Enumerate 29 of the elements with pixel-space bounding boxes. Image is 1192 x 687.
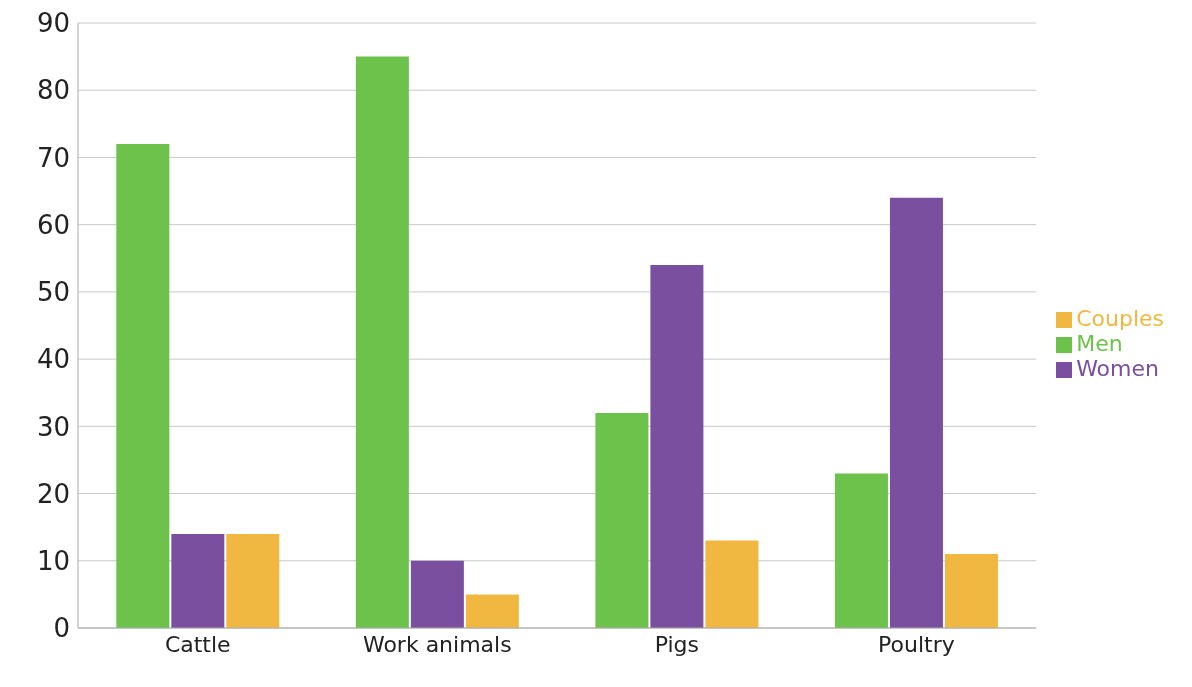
legend-label: Men [1076,330,1123,356]
y-tick-label: 40 [36,344,70,375]
bar [465,594,519,628]
bar [834,473,888,628]
bar [595,412,649,628]
bar [355,56,409,628]
y-tick-label: 20 [36,478,70,509]
bar [226,533,280,628]
y-tick-label: 80 [36,75,70,106]
y-tick-label: 30 [36,411,70,442]
bar [944,554,998,628]
bar [116,144,170,628]
bar [171,533,225,628]
bar [650,265,704,628]
y-tick-label: 70 [36,142,70,173]
x-tick-label: Poultry [878,631,955,657]
y-tick-label: 60 [36,209,70,240]
y-tick-label: 50 [36,277,70,308]
bar [889,197,943,628]
y-tick-label: 90 [36,8,70,39]
bar [705,540,759,628]
x-tick-label: Work animals [362,631,512,657]
y-tick-label: 10 [36,546,70,577]
y-tick-label: 0 [53,613,70,644]
legend-label: Women [1076,355,1159,381]
x-tick-label: Cattle [164,631,231,657]
legend-label: Couples [1076,305,1164,331]
x-tick-label: Pigs [654,631,700,657]
bar [410,560,464,628]
